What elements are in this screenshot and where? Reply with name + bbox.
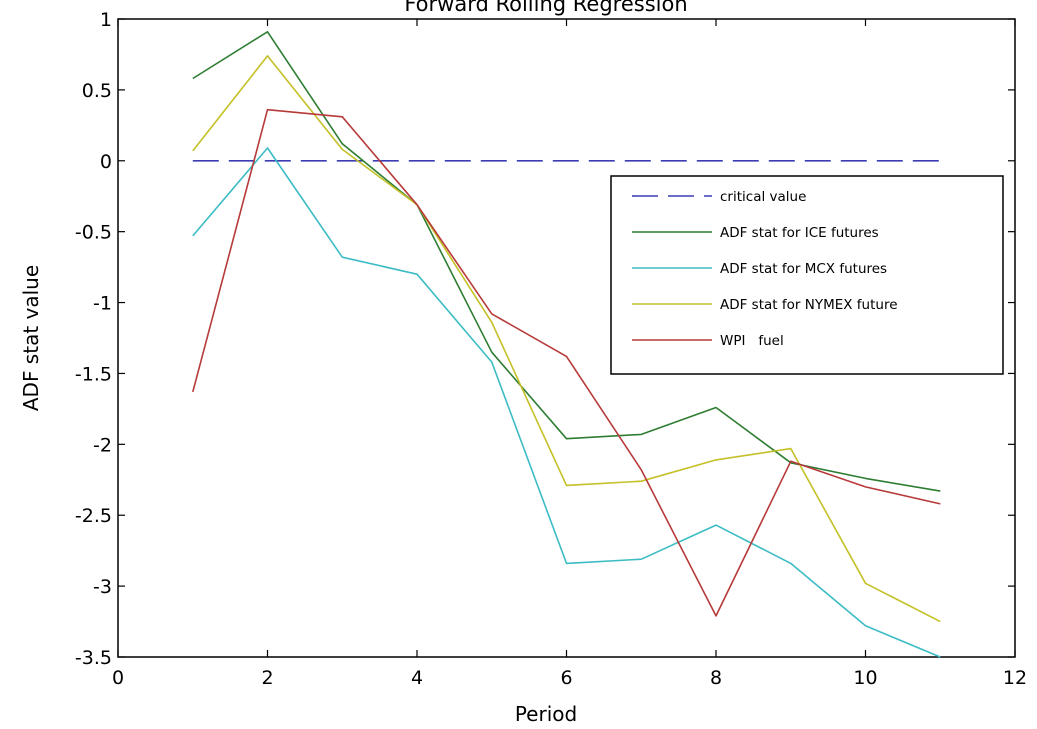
- legend-entry-0: critical value: [720, 189, 806, 205]
- y-tick-label: 1: [100, 9, 112, 31]
- x-tick-label: 8: [710, 667, 722, 689]
- legend-box: [610, 175, 1004, 375]
- legend-entry-1: ADF stat for ICE futures: [720, 225, 879, 241]
- y-tick-label: -2: [93, 434, 112, 456]
- x-tick-label: 2: [261, 667, 273, 689]
- x-tick-label: 6: [560, 667, 572, 689]
- series-layer: [192, 30, 941, 658]
- legend-entry-3: ADF stat for NYMEX future: [720, 297, 898, 313]
- x-tick-label: 12: [1003, 667, 1027, 689]
- series-line-3: [192, 55, 941, 623]
- series-line-1: [192, 30, 941, 492]
- legend-entry-2: ADF stat for MCX futures: [720, 261, 887, 277]
- legend: critical value ADF stat for ICE futures AD…: [610, 175, 1004, 375]
- series-line-4: [192, 108, 941, 617]
- y-tick-label: 0: [100, 151, 112, 173]
- y-tick-label: -0.5: [75, 222, 112, 244]
- y-tick-label: -1.5: [75, 363, 112, 385]
- x-axis-label: Period: [515, 702, 577, 726]
- y-axis-label: ADF stat value: [19, 265, 43, 411]
- y-tick-label: -3: [93, 576, 112, 598]
- x-tick-label: 4: [411, 667, 423, 689]
- y-tick-label: -1: [93, 293, 112, 315]
- legend-entry-4: WPI fuel: [720, 333, 784, 349]
- ticks-layer: 0 2 4 6 8 10 12 1 0.5 0 -0.5 -1 -1.5 -2 -2.5 -3 -3.5: [75, 9, 1027, 689]
- series-line-2: [192, 147, 941, 658]
- chart-title: Forward Rolling Regression: [404, 0, 687, 16]
- y-tick-label: -3.5: [75, 647, 112, 669]
- y-tick-label: 0.5: [82, 80, 112, 102]
- x-tick-label: 10: [853, 667, 877, 689]
- y-tick-label: -2.5: [75, 505, 112, 527]
- x-tick-label: 0: [112, 667, 124, 689]
